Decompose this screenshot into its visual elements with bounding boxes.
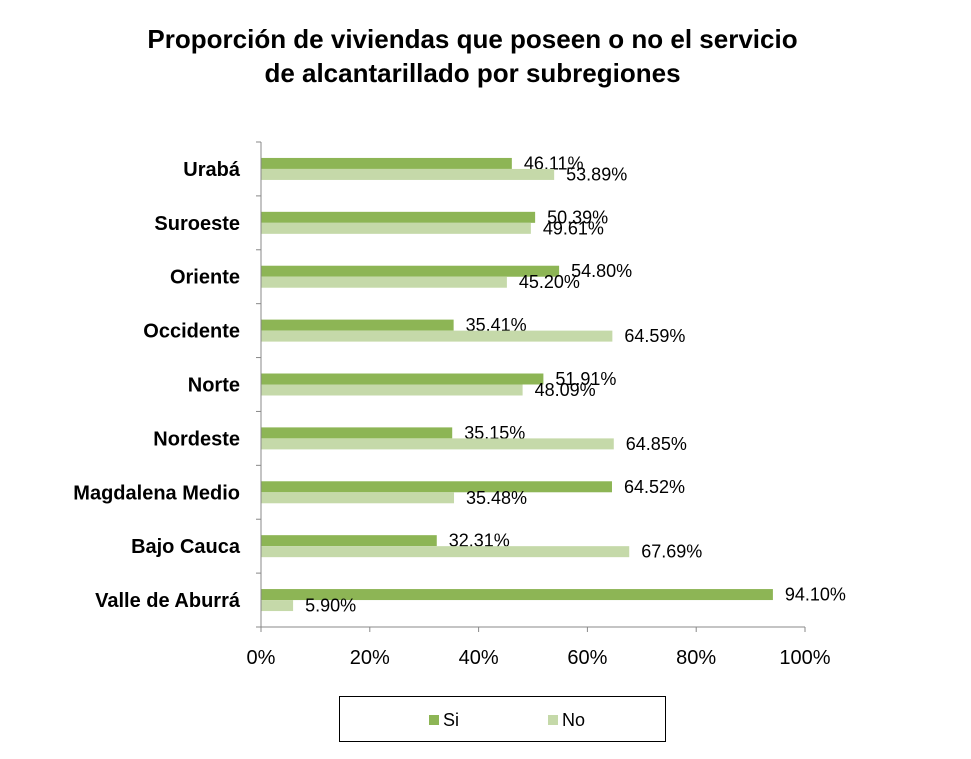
x-tick-label-1: 20% (350, 647, 390, 669)
bar-si-5 (261, 373, 544, 385)
data-label-no-3: 45.20% (519, 272, 580, 292)
data-label-no-6: 64.85% (626, 434, 687, 454)
chart-title: Proporción de viviendas que poseen o no … (0, 22, 945, 90)
bar-no-7 (261, 492, 455, 504)
chart-title-line-2: de alcantarillado por subregiones (264, 58, 681, 88)
data-label-no-5: 48.09% (535, 380, 596, 400)
data-label-si-6: 35.15% (464, 423, 525, 443)
category-label-6: Nordeste (153, 428, 240, 450)
bar-si-1 (261, 157, 512, 169)
bar-si-9 (261, 589, 773, 601)
bar-no-3 (261, 276, 507, 288)
data-label-si-8: 32.31% (449, 531, 510, 551)
x-tick-label-5: 100% (779, 647, 830, 669)
data-label-si-9: 94.10% (785, 585, 846, 605)
bar-si-6 (261, 427, 453, 439)
data-label-si-4: 35.41% (466, 315, 527, 335)
category-label-1: Urabá (183, 159, 241, 181)
category-label-5: Norte (188, 375, 240, 397)
bar-si-8 (261, 535, 437, 547)
bar-chart: 46.11%53.89% Urabá 50.39%49.61% Suroeste 54.… (73, 141, 846, 669)
bar-si-4 (261, 319, 454, 331)
x-tick-label-0: 0% (247, 647, 276, 669)
chart-title-line-1: Proporción de viviendas que poseen o no … (147, 24, 798, 54)
data-label-no-1: 53.89% (566, 164, 627, 184)
x-tick-label-4: 80% (676, 647, 716, 669)
data-label-si-2: 50.39% (547, 207, 608, 227)
category-label-2: Suroeste (154, 213, 240, 235)
category-label-3: Oriente (170, 267, 240, 289)
bar-no-5 (261, 384, 523, 396)
x-tick-label-3: 60% (567, 647, 607, 669)
bar-no-8 (261, 546, 630, 558)
data-label-no-4: 64.59% (624, 326, 685, 346)
legend-label-no: No (562, 710, 586, 730)
category-label-9: Valle de Aburrá (95, 590, 241, 612)
data-label-no-2: 49.61% (543, 218, 604, 238)
bar-si-7 (261, 481, 612, 493)
data-label-no-9: 5.90% (305, 596, 356, 616)
data-label-si-5: 51.91% (555, 369, 616, 389)
legend-swatch-si (429, 715, 439, 725)
data-label-si-1: 46.11% (524, 153, 584, 173)
bar-si-3 (261, 265, 560, 277)
bar-no-6 (261, 438, 614, 450)
x-tick-label-2: 40% (459, 647, 499, 669)
bar-no-1 (261, 168, 555, 180)
data-label-no-7: 35.48% (466, 488, 527, 508)
category-label-7: Magdalena Medio (73, 482, 240, 504)
category-label-8: Bajo Cauca (131, 536, 241, 558)
category-label-4: Occidente (143, 321, 240, 343)
legend-swatch-no (548, 715, 558, 725)
data-label-si-7: 64.52% (624, 477, 685, 497)
bar-no-4 (261, 330, 613, 342)
legend-label-si: Si (443, 710, 460, 730)
bar-no-2 (261, 222, 531, 234)
bar-si-2 (261, 211, 536, 223)
data-label-si-3: 54.80% (571, 261, 632, 281)
data-label-no-8: 67.69% (641, 542, 702, 562)
chart-legend: Si No (339, 696, 666, 742)
bar-no-9 (261, 600, 294, 612)
